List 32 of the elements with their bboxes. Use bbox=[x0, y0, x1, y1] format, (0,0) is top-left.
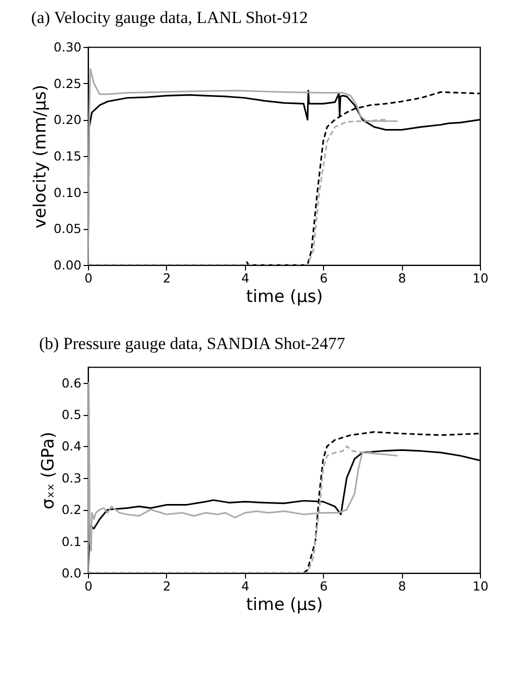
x-tick-label: 6 bbox=[320, 578, 328, 594]
x-tick-label: 0 bbox=[84, 270, 93, 286]
x-tick-label: 4 bbox=[241, 578, 250, 594]
y-tick-label: 0.4 bbox=[62, 438, 82, 454]
chart-title: (a) Velocity gauge data, LANL Shot-912 bbox=[31, 8, 308, 27]
x-tick-label: 0 bbox=[84, 578, 93, 594]
y-tick-label: 0.3 bbox=[62, 470, 82, 486]
y-tick-label: 0.6 bbox=[62, 375, 82, 390]
chart-title: (b) Pressure gauge data, SANDIA Shot-2477 bbox=[39, 334, 346, 353]
x-tick-label: 10 bbox=[472, 270, 488, 286]
x-tick-label: 10 bbox=[472, 578, 488, 594]
y-tick-label: 0.10 bbox=[54, 184, 82, 200]
y-tick-label: 0.25 bbox=[54, 76, 82, 91]
y-tick-label: 0.15 bbox=[54, 148, 82, 164]
x-axis-title: time (μs) bbox=[246, 287, 323, 307]
x-tick-label: 8 bbox=[398, 578, 406, 594]
y-tick-label: 0.2 bbox=[62, 502, 82, 518]
x-tick-label: 4 bbox=[241, 270, 250, 286]
y-axis-title: σₓₓ (GPa) bbox=[38, 432, 59, 510]
y-tick-label: 0.20 bbox=[54, 112, 82, 128]
y-tick-label: 0.5 bbox=[62, 407, 82, 422]
x-tick-label: 2 bbox=[162, 578, 171, 594]
y-tick-label: 0.1 bbox=[62, 534, 82, 549]
y-tick-label: 0.30 bbox=[54, 40, 82, 54]
x-tick-label: 8 bbox=[398, 270, 406, 286]
y-axis-title: velocity (mm/μs) bbox=[30, 84, 51, 228]
y-tick-label: 0.0 bbox=[62, 566, 82, 580]
x-tick-label: 2 bbox=[162, 270, 171, 286]
y-tick-label: 0.05 bbox=[54, 221, 82, 236]
y-tick-label: 0.00 bbox=[54, 258, 82, 272]
x-tick-label: 6 bbox=[320, 270, 328, 286]
x-axis-title: time (μs) bbox=[246, 595, 323, 615]
